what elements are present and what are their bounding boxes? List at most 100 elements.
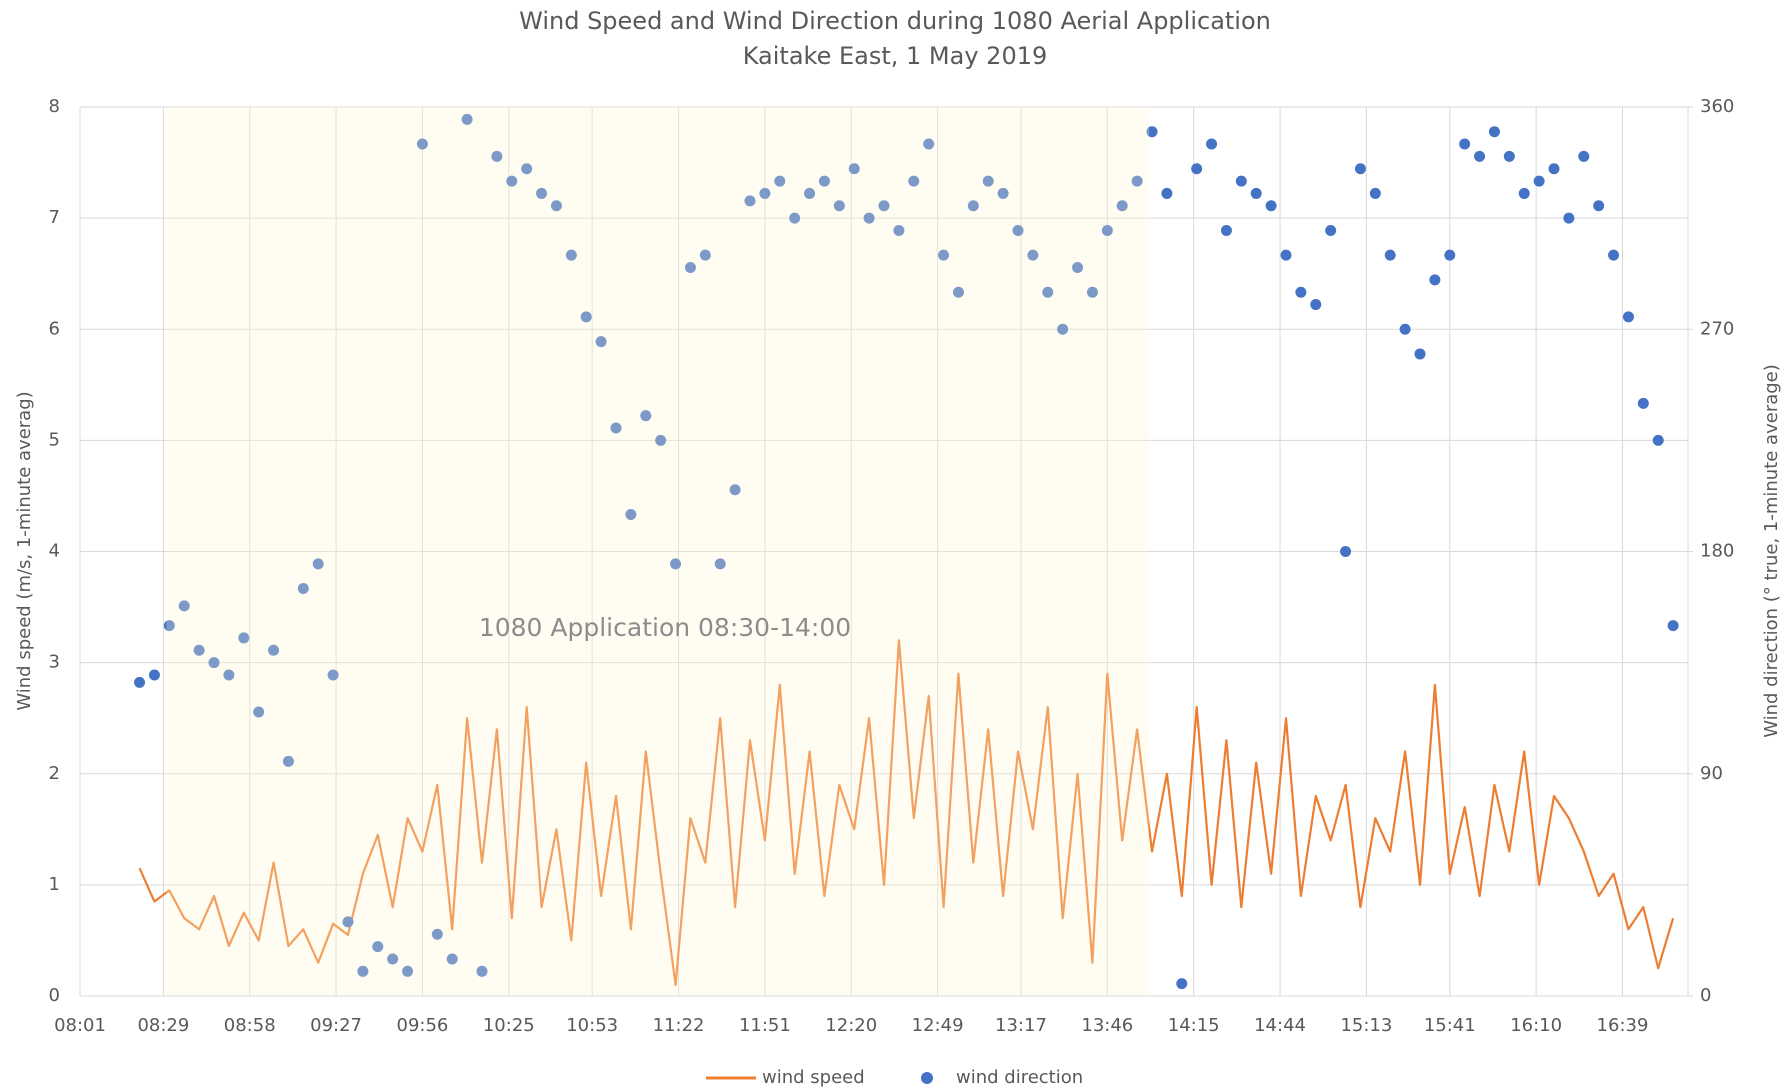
y-tick-label: 6 bbox=[49, 318, 60, 339]
wind-direction-point bbox=[804, 187, 816, 199]
wind-direction-point bbox=[893, 224, 905, 236]
wind-direction-point bbox=[1280, 249, 1292, 261]
x-tick-label: 15:41 bbox=[1424, 1015, 1476, 1036]
wind-direction-point bbox=[223, 669, 235, 681]
x-tick-label: 08:58 bbox=[224, 1015, 276, 1036]
wind-direction-point bbox=[550, 200, 562, 212]
wind-direction-point bbox=[446, 953, 458, 965]
wind-direction-point bbox=[997, 187, 1009, 199]
wind-direction-point bbox=[1220, 224, 1232, 236]
wind-direction-point bbox=[1176, 978, 1188, 990]
wind-direction-point bbox=[1548, 163, 1560, 175]
x-tick-label: 09:27 bbox=[310, 1015, 362, 1036]
x-tick-label: 11:22 bbox=[653, 1015, 705, 1036]
y-tick-label: 0 bbox=[49, 985, 60, 1006]
wind-direction-point bbox=[729, 484, 741, 496]
wind-direction-point bbox=[268, 644, 280, 656]
wind-direction-point bbox=[1042, 286, 1054, 298]
wind-direction-point bbox=[1578, 150, 1590, 162]
legend-swatch bbox=[921, 1072, 933, 1084]
wind-direction-point bbox=[625, 508, 637, 520]
y-tick-label: 4 bbox=[49, 541, 60, 562]
wind-direction-point bbox=[1563, 212, 1575, 224]
y-tick-label: 7 bbox=[49, 207, 60, 228]
wind-direction-point bbox=[1593, 200, 1605, 212]
wind-direction-point bbox=[1206, 138, 1218, 150]
wind-direction-point bbox=[387, 953, 399, 965]
y2-axis-label: Wind direction (° true, 1-minute average… bbox=[1761, 364, 1782, 738]
x-tick-label: 14:44 bbox=[1254, 1015, 1306, 1036]
y-tick-label: 8 bbox=[49, 96, 60, 117]
wind-direction-point bbox=[342, 916, 354, 928]
wind-direction-point bbox=[357, 965, 369, 977]
wind-direction-point bbox=[1325, 224, 1337, 236]
wind-direction-point bbox=[1444, 249, 1456, 261]
wind-direction-point bbox=[253, 706, 265, 718]
wind-direction-point bbox=[312, 558, 324, 570]
plot-marks bbox=[134, 113, 1679, 990]
wind-direction-point bbox=[1131, 175, 1143, 187]
wind-direction-point bbox=[1086, 286, 1098, 298]
legend-label: wind direction bbox=[956, 1067, 1083, 1088]
x-tick-label: 10:25 bbox=[483, 1015, 535, 1036]
wind-direction-point bbox=[1429, 274, 1441, 286]
wind-direction-point bbox=[1369, 187, 1381, 199]
wind-direction-point bbox=[1146, 126, 1158, 138]
x-tick-label: 11:51 bbox=[739, 1015, 791, 1036]
wind-direction-point bbox=[640, 410, 652, 422]
y-tick-label: 3 bbox=[49, 652, 60, 673]
wind-direction-point bbox=[1399, 323, 1411, 335]
x-tick-label: 08:01 bbox=[54, 1015, 106, 1036]
wind-direction-point bbox=[878, 200, 890, 212]
wind-direction-point bbox=[1608, 249, 1620, 261]
y2-tick-label: 360 bbox=[1700, 96, 1734, 117]
wind-direction-point bbox=[431, 928, 443, 940]
y-tick-label: 2 bbox=[49, 763, 60, 784]
wind-direction-point bbox=[1474, 150, 1486, 162]
wind-direction-point bbox=[402, 965, 414, 977]
x-tick-label: 13:17 bbox=[995, 1015, 1047, 1036]
wind-direction-point bbox=[148, 669, 160, 681]
wind-direction-point bbox=[521, 163, 533, 175]
wind-direction-point bbox=[163, 620, 175, 632]
wind-direction-point bbox=[178, 600, 190, 612]
wind-direction-point bbox=[610, 422, 622, 434]
wind-direction-point bbox=[1488, 126, 1500, 138]
x-tick-label: 10:53 bbox=[566, 1015, 618, 1036]
chart-title: Wind Speed and Wind Direction during 108… bbox=[519, 7, 1271, 35]
application-window bbox=[166, 107, 1150, 996]
wind-direction-point bbox=[1101, 224, 1113, 236]
y2-tick-label: 90 bbox=[1700, 763, 1723, 784]
y2-tick-label: 180 bbox=[1700, 541, 1734, 562]
wind-direction-point bbox=[908, 175, 920, 187]
wind-direction-point bbox=[938, 249, 950, 261]
x-tick-label: 09:56 bbox=[397, 1015, 449, 1036]
wind-direction-point bbox=[1191, 163, 1203, 175]
wind-direction-point bbox=[789, 212, 801, 224]
wind-direction-point bbox=[1235, 175, 1247, 187]
wind-direction-point bbox=[238, 632, 250, 644]
wind-direction-point bbox=[655, 434, 667, 446]
y-tick-label: 5 bbox=[49, 429, 60, 450]
wind-direction-point bbox=[848, 163, 860, 175]
wind-direction-point bbox=[506, 175, 518, 187]
wind-direction-point bbox=[461, 113, 473, 125]
y2-tick-label: 270 bbox=[1700, 318, 1734, 339]
y2-tick-label: 0 bbox=[1700, 985, 1711, 1006]
wind-direction-point bbox=[1057, 323, 1069, 335]
wind-direction-point bbox=[774, 175, 786, 187]
wind-direction-point bbox=[1652, 434, 1664, 446]
wind-direction-point bbox=[208, 657, 220, 669]
wind-direction-point bbox=[595, 336, 607, 348]
wind-direction-point bbox=[491, 150, 503, 162]
x-tick-label: 15:13 bbox=[1340, 1015, 1392, 1036]
wind-direction-point bbox=[714, 558, 726, 570]
x-tick-label: 14:15 bbox=[1168, 1015, 1220, 1036]
chart-subtitle: Kaitake East, 1 May 2019 bbox=[743, 42, 1048, 70]
wind-direction-point bbox=[297, 583, 309, 595]
wind-direction-point bbox=[1012, 224, 1024, 236]
y-axis-label: Wind speed (m/s, 1-minute averag) bbox=[14, 391, 35, 710]
x-tick-label: 13:46 bbox=[1081, 1015, 1133, 1036]
wind-direction-point bbox=[1384, 249, 1396, 261]
